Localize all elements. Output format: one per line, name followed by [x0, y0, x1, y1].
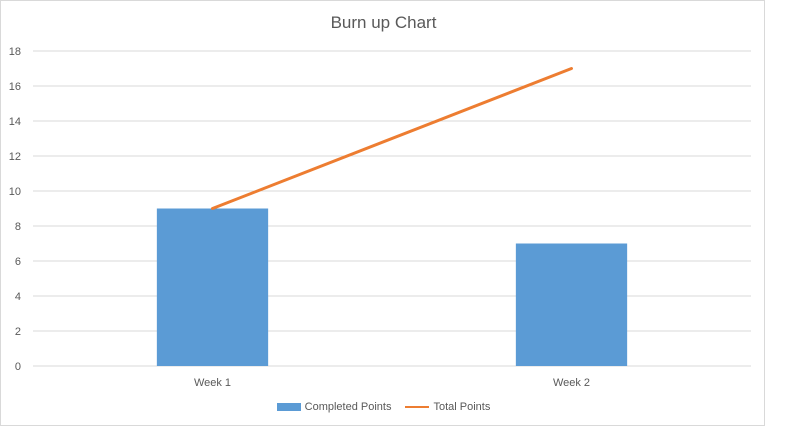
line-total-points	[211, 67, 573, 210]
y-tick-label: 4	[15, 291, 21, 303]
legend-swatch-total	[405, 406, 430, 408]
plot-area: 0 2 4 6 8 10 12 14 16 18 Week 1 Week 2	[9, 46, 751, 389]
legend-item-total: Total Points	[405, 401, 490, 413]
y-tick-label: 18	[9, 46, 21, 58]
y-tick-label: 6	[15, 256, 21, 268]
chart-frame: Burn up Chart 0 2 4 6 8 10 12 14 16 18 Week 1 Week …	[0, 0, 765, 426]
bar-completed-points	[156, 208, 269, 366]
legend-label-completed: Completed Points	[304, 401, 392, 413]
bar-completed-points	[515, 243, 628, 366]
legend-item-completed: Completed Points	[276, 401, 392, 413]
y-tick-label: 0	[15, 361, 21, 373]
y-tick-label: 8	[15, 221, 21, 233]
legend-swatch-completed	[276, 403, 301, 411]
legend: Completed Points Total Points	[1, 401, 766, 413]
legend-label-total: Total Points	[433, 401, 491, 413]
x-tick-label: Week 1	[194, 377, 231, 389]
x-tick-label: Week 2	[553, 377, 590, 389]
y-tick-label: 16	[9, 81, 21, 93]
y-tick-label: 10	[9, 186, 21, 198]
y-tick-label: 14	[9, 116, 21, 128]
y-tick-label: 12	[9, 151, 21, 163]
y-tick-label: 2	[15, 326, 21, 338]
chart-title: Burn up Chart	[330, 13, 437, 32]
